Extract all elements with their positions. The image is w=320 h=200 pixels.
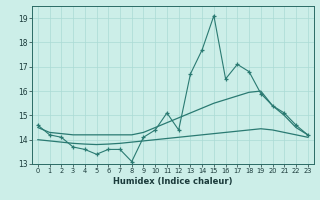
X-axis label: Humidex (Indice chaleur): Humidex (Indice chaleur) <box>113 177 233 186</box>
